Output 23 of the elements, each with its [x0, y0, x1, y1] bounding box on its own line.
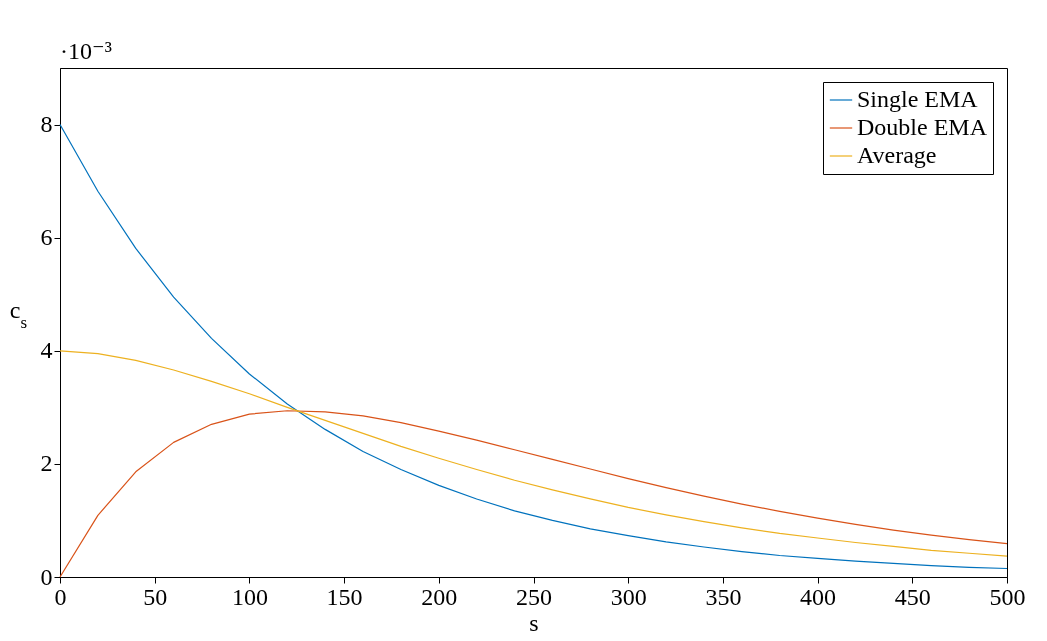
y-tick-label: 4	[40, 337, 53, 364]
text: ·10⁻³	[60, 38, 112, 64]
y-tick-label: 6	[40, 224, 53, 251]
x-tick-label: 200	[421, 583, 458, 610]
x-axis-title: s	[529, 609, 539, 636]
x-tick-label: 300	[610, 583, 647, 610]
legend-label: Average	[857, 142, 937, 168]
legend-label: Single EMA	[857, 86, 979, 112]
x-tick-label: 400	[800, 583, 837, 610]
x-tick-label: 350	[705, 583, 742, 610]
line-series	[59, 350, 1008, 557]
x-tick-label: 450	[894, 583, 931, 610]
line-series	[59, 410, 1008, 578]
y-tick-label: 0	[40, 563, 53, 590]
x-tick-label: 50	[143, 583, 168, 610]
x-tick-label: 100	[231, 583, 268, 610]
legend-label: Double EMA	[857, 114, 988, 140]
x-tick-label: 150	[326, 583, 363, 610]
x-tick-label: 250	[516, 583, 552, 610]
y-tick-label: 8	[40, 111, 53, 138]
y-axis-title: c$_{s}$	[9, 297, 28, 332]
y-tick-label: 2	[40, 450, 53, 477]
x-tick-label: 500	[989, 583, 1026, 610]
